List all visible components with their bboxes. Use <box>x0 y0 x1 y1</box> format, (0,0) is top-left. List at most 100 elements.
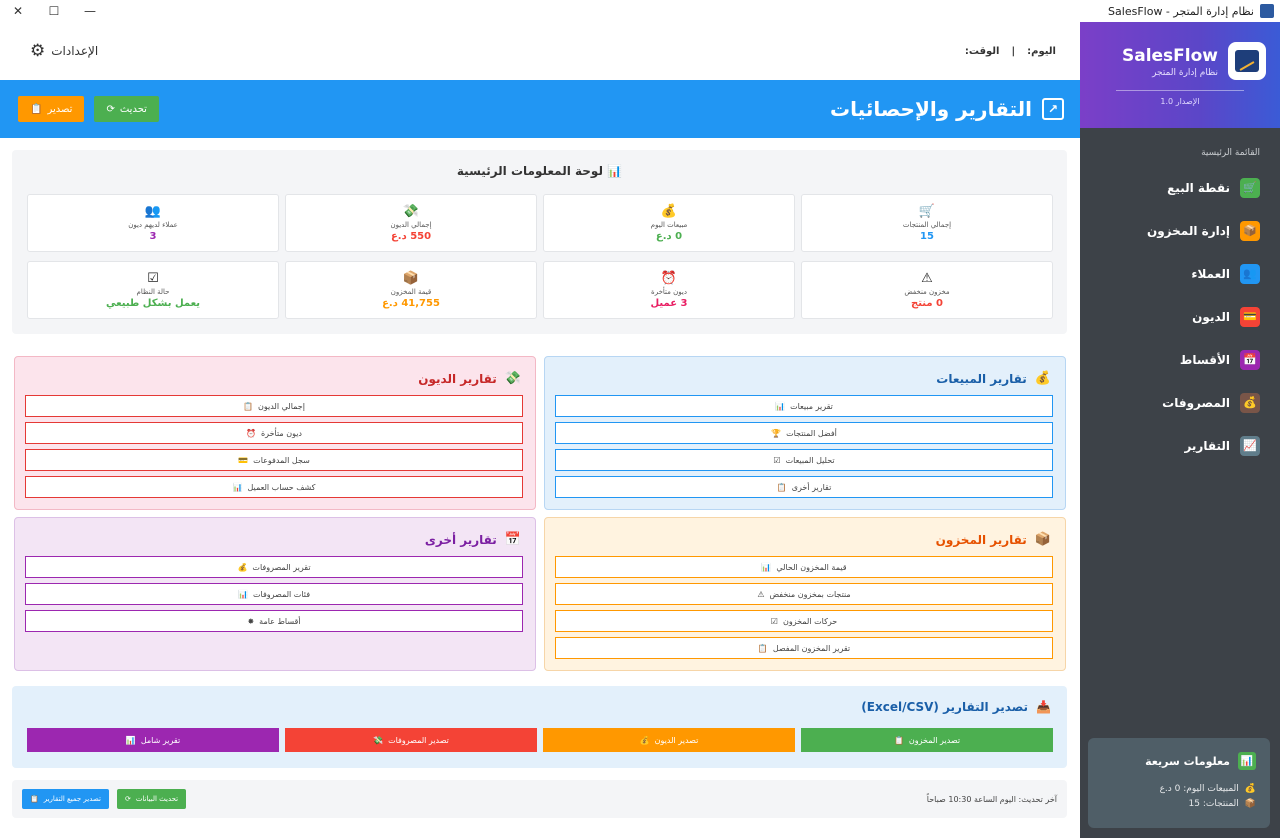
dashboard-title: 📊 لوحة المعلومات الرئيسية <box>12 164 1067 178</box>
close-window-button[interactable]: ✕ <box>12 4 24 18</box>
stat-value: 0 منتج <box>910 298 943 309</box>
debt-reports-panel: 💸 تقارير الديون إجمالي الديون 📋 ديون متأخر… <box>14 356 536 510</box>
export-all-reports-button[interactable]: 📋 تصدير جميع التقارير <box>22 789 109 809</box>
sidebar-item-pos[interactable]: 🛒 نقطة البيع <box>1080 166 1280 209</box>
page-title-area: ↗ التقارير والإحصائيات <box>830 97 1064 121</box>
payments-log-button[interactable]: سجل المدفوعات 💳 <box>25 449 523 471</box>
sidebar-item-inventory[interactable]: 📦 إدارة المخزون <box>1080 209 1280 252</box>
button-label: أقساط عامة <box>259 616 301 626</box>
settings-button[interactable]: الإعدادات ⚙ <box>30 41 98 61</box>
other-sales-reports-button[interactable]: تقارير أخرى 📋 <box>555 476 1053 498</box>
button-label: منتجات بمخزون منخفض <box>769 589 851 599</box>
calendar-icon: 📅 <box>504 532 521 547</box>
alarm-clock-icon: ⏰ <box>660 271 678 286</box>
window-titlebar: ✕ ☐ — SalesFlow - نظام إدارة المتجر <box>0 0 1280 22</box>
debt-reports-header: 💸 تقارير الديون <box>418 371 521 386</box>
chart-icon: 📊 <box>761 562 772 572</box>
sidebar-item-expenses[interactable]: 💰 المصروفات <box>1080 381 1280 424</box>
quick-info-sales: 💰 المبيعات اليوم: 0 د.ع <box>1088 784 1256 794</box>
export-expenses-button[interactable]: تصدير المصروفات 💸 <box>285 728 537 752</box>
brand-header: SalesFlow نظام إدارة المتجر الإصدار 1.0 <box>1080 22 1280 128</box>
low-stock-products-button[interactable]: منتجات بمخزون منخفض ⚠ <box>555 583 1053 605</box>
other-reports-header: 📅 تقارير أخرى <box>425 532 521 547</box>
money-bag-icon: 💰 <box>1034 371 1051 386</box>
comprehensive-report-button[interactable]: تقرير شامل 📊 <box>27 728 279 752</box>
money-bag-icon: 💰 <box>237 562 248 572</box>
window-controls: ✕ ☐ — <box>0 0 108 22</box>
quick-info-title: معلومات سريعة <box>1145 754 1230 768</box>
warning-icon: ⚠ <box>757 589 765 599</box>
sales-report-button[interactable]: تقرير مبيعات 📊 <box>555 395 1053 417</box>
money-bag-icon: 💰 <box>639 735 650 745</box>
button-label: تصدير المخزون <box>908 735 961 745</box>
sidebar-item-customers[interactable]: 👥 العملاء <box>1080 252 1280 295</box>
clipboard-icon: 📋 <box>243 401 253 411</box>
stat-value: 15 <box>920 231 934 242</box>
panel-title: تقارير الديون <box>418 371 497 386</box>
date-time-separator: | <box>1011 45 1016 57</box>
export-inventory-button[interactable]: تصدير المخزون 📋 <box>801 728 1053 752</box>
detailed-inventory-report-button[interactable]: تقرير المخزون المفصل 📋 <box>555 637 1053 659</box>
panel-title: تقارير المخزون <box>935 532 1027 547</box>
general-installments-button[interactable]: أقساط عامة ✸ <box>25 610 523 632</box>
expense-categories-button[interactable]: فئات المصروفات 📊 <box>25 583 523 605</box>
box-icon: 📦 <box>1034 532 1051 547</box>
export-button[interactable]: 📋 تصدير <box>18 96 85 122</box>
sidebar-item-debts[interactable]: 💳 الديون <box>1080 295 1280 338</box>
box-icon: 📦 <box>402 271 420 286</box>
button-label: تقرير شامل <box>140 735 181 745</box>
inventory-movements-button[interactable]: حركات المخزون ☑ <box>555 610 1053 632</box>
sidebar-item-installments[interactable]: 📅 الأقساط <box>1080 338 1280 381</box>
current-inventory-value-button[interactable]: قيمة المخزون الحالي 📊 <box>555 556 1053 578</box>
button-label: تقرير مبيعات <box>790 401 833 411</box>
stat-card-overdue-debts: ⏰ ديون متأخرة 3 عميل <box>543 261 795 319</box>
export-reports-header: 📥 تصدير التقارير (Excel/CSV) <box>861 700 1051 714</box>
button-label: تحديث البيانات <box>135 795 179 803</box>
sparkle-icon: ✸ <box>247 616 255 626</box>
clipboard-icon: 📋 <box>757 643 768 653</box>
panel-title: تقارير المبيعات <box>936 371 1027 386</box>
button-label: تقارير أخرى <box>791 482 832 492</box>
stat-label: إجمالي الديون <box>390 221 432 229</box>
refresh-data-button[interactable]: ⟳ تحديث البيانات <box>116 789 187 809</box>
expenses-report-button[interactable]: تقرير المصروفات 💰 <box>25 556 523 578</box>
maximize-window-button[interactable]: ☐ <box>48 4 60 18</box>
sidebar-item-label: إدارة المخزون <box>1146 223 1230 238</box>
day-label: اليوم: <box>1027 45 1056 57</box>
quick-info-products: 📦 المنتجات: 15 <box>1088 799 1256 809</box>
best-products-button[interactable]: أفضل المنتجات 🏆 <box>555 422 1053 444</box>
stat-value: 3 عميل <box>650 298 688 309</box>
minimize-window-button[interactable]: — <box>84 4 96 18</box>
sales-analysis-button[interactable]: تحليل المبيعات ☑ <box>555 449 1053 471</box>
stat-label: مبيعات اليوم <box>650 221 688 229</box>
total-debts-button[interactable]: إجمالي الديون 📋 <box>25 395 523 417</box>
gear-icon: ⚙ <box>30 41 46 61</box>
overdue-debts-button[interactable]: ديون متأخرة ⏰ <box>25 422 523 444</box>
money-bag-icon: 💰 <box>1244 784 1256 794</box>
box-icon: 📦 <box>1240 220 1260 241</box>
clipboard-icon: 📋 <box>30 103 43 115</box>
button-label: تقرير المصروفات <box>252 562 311 572</box>
settings-label: الإعدادات <box>51 44 99 58</box>
sidebar-item-label: الأقساط <box>1179 352 1230 367</box>
panel-title: تصدير التقارير (Excel/CSV) <box>861 700 1029 714</box>
calendar-icon: 📅 <box>1240 349 1260 370</box>
export-debts-button[interactable]: تصدير الديون 💰 <box>543 728 795 752</box>
checkbox-icon: ☑ <box>770 616 778 626</box>
sidebar-item-reports[interactable]: 📈 التقارير <box>1080 424 1280 467</box>
main-content: اليوم: | الوقت: الإعدادات ⚙ ↗ التقارير و… <box>0 22 1080 838</box>
date-time: اليوم: | الوقت: <box>965 46 1056 57</box>
button-label: تقرير المخزون المفصل <box>772 643 851 653</box>
money-bag-icon: 💰 <box>1240 392 1260 413</box>
export-reports-panel: 📥 تصدير التقارير (Excel/CSV) تصدير المخزو… <box>12 686 1067 768</box>
refresh-button[interactable]: ⟳ تحديث <box>94 96 159 122</box>
other-reports-panel: 📅 تقارير أخرى تقرير المصروفات 💰 فئات المصر… <box>14 517 536 671</box>
customer-statement-button[interactable]: كشف حساب العميل 📊 <box>25 476 523 498</box>
page-title: التقارير والإحصائيات <box>830 97 1032 121</box>
box-icon: 📦 <box>1244 799 1256 809</box>
stat-card-total-products: 🛒 إجمالي المنتجات 15 <box>801 194 1053 252</box>
button-label: تحليل المبيعات <box>785 455 835 465</box>
stat-value: 41,755 د.ع <box>382 298 440 309</box>
dashboard-panel: 📊 لوحة المعلومات الرئيسية 🛒 إجمالي المنت… <box>12 150 1067 334</box>
clipboard-icon: 📋 <box>893 735 904 745</box>
